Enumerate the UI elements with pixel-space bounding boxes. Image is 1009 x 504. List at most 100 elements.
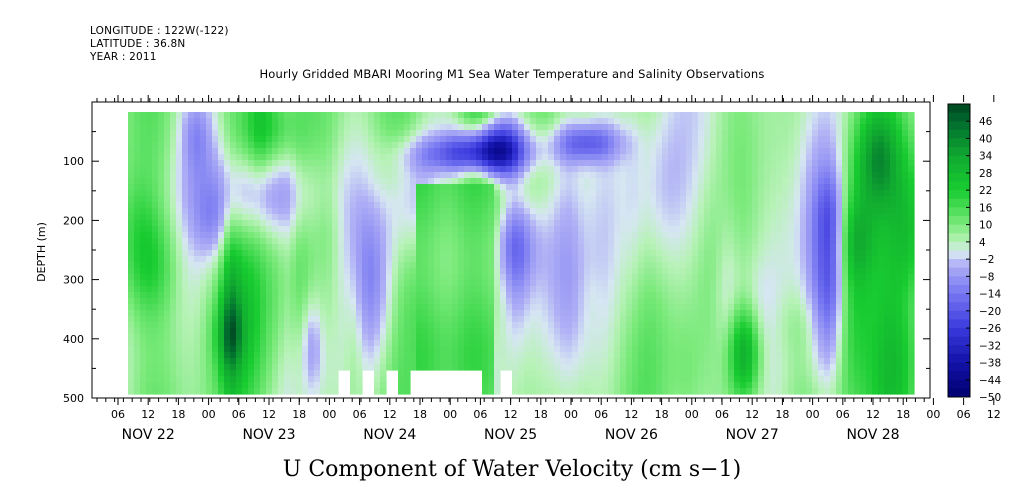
heatmap-cell xyxy=(578,190,585,197)
heatmap-cell xyxy=(182,124,189,131)
heatmap-cell xyxy=(524,238,531,245)
heatmap-cell xyxy=(440,238,447,245)
heatmap-cell xyxy=(194,274,201,281)
heatmap-cell xyxy=(236,160,243,167)
heatmap-cell xyxy=(284,154,291,161)
heatmap-cell xyxy=(194,190,201,197)
heatmap-cell xyxy=(866,322,873,329)
heatmap-cell xyxy=(290,178,297,185)
heatmap-cell xyxy=(314,322,321,329)
heatmap-cell xyxy=(848,130,855,137)
heatmap-cell xyxy=(416,292,423,299)
heatmap-cell xyxy=(524,178,531,185)
heatmap-cell xyxy=(668,226,675,233)
heatmap-cell xyxy=(752,124,759,131)
heatmap-cell xyxy=(392,292,399,299)
heatmap-cell xyxy=(806,220,813,227)
heatmap-cell xyxy=(542,250,549,257)
heatmap-cell xyxy=(452,304,459,311)
heatmap-cell xyxy=(314,274,321,281)
heatmap-cell xyxy=(200,274,207,281)
heatmap-cell xyxy=(788,268,795,275)
heatmap-cell xyxy=(302,214,309,221)
heatmap-cell xyxy=(596,160,603,167)
heatmap-cell xyxy=(302,256,309,263)
heatmap-cell xyxy=(668,310,675,317)
heatmap-cell xyxy=(638,310,645,317)
heatmap-cell xyxy=(746,172,753,179)
heatmap-cell xyxy=(512,316,519,323)
heatmap-cell xyxy=(818,184,825,191)
heatmap-cell xyxy=(476,124,483,131)
heatmap-cell xyxy=(470,130,477,137)
heatmap-cell xyxy=(740,226,747,233)
heatmap-cell xyxy=(380,256,387,263)
heatmap-cell xyxy=(686,226,693,233)
heatmap-cell xyxy=(680,196,687,203)
heatmap-cell xyxy=(398,208,405,215)
heatmap-cell xyxy=(128,190,135,197)
heatmap-cell xyxy=(350,298,357,305)
heatmap-cell xyxy=(440,328,447,335)
heatmap-cell xyxy=(386,322,393,329)
heatmap-cell xyxy=(338,322,345,329)
heatmap-cell xyxy=(884,124,891,131)
heatmap-cell xyxy=(686,238,693,245)
heatmap-cell xyxy=(218,304,225,311)
heatmap-cell xyxy=(608,244,615,251)
heatmap-cell xyxy=(152,328,159,335)
heatmap-cell xyxy=(392,226,399,233)
heatmap-cell xyxy=(836,208,843,215)
heatmap-cell xyxy=(458,154,465,161)
heatmap-cell xyxy=(326,196,333,203)
heatmap-cell xyxy=(542,298,549,305)
heatmap-cell xyxy=(458,316,465,323)
heatmap-cell xyxy=(440,220,447,227)
heatmap-cell xyxy=(908,220,915,227)
heatmap-cell xyxy=(632,238,639,245)
heatmap-cell xyxy=(578,268,585,275)
heatmap-cell xyxy=(692,202,699,209)
heatmap-cell xyxy=(800,202,807,209)
heatmap-cell xyxy=(710,154,717,161)
heatmap-cell xyxy=(416,214,423,221)
heatmap-cell xyxy=(392,130,399,137)
heatmap-cell xyxy=(566,334,573,341)
heatmap-cell xyxy=(464,334,471,341)
heatmap-cell xyxy=(692,124,699,131)
heatmap-cell xyxy=(500,154,507,161)
heatmap-cell xyxy=(326,292,333,299)
heatmap-cell xyxy=(698,274,705,281)
heatmap-cell xyxy=(260,328,267,335)
heatmap-cell xyxy=(326,262,333,269)
heatmap-cell xyxy=(626,184,633,191)
heatmap-cell xyxy=(632,148,639,155)
heatmap-cell xyxy=(560,316,567,323)
heatmap-cell xyxy=(350,250,357,257)
heatmap-cell xyxy=(314,196,321,203)
heatmap-cell xyxy=(722,298,729,305)
heatmap-cell xyxy=(644,328,651,335)
heatmap-cell xyxy=(206,328,213,335)
heatmap-cell xyxy=(776,304,783,311)
heatmap-cell xyxy=(782,178,789,185)
heatmap-cell xyxy=(278,232,285,239)
heatmap-cell xyxy=(530,232,537,239)
heatmap-cell xyxy=(536,208,543,215)
heatmap-cell xyxy=(302,136,309,143)
heatmap-cell xyxy=(704,154,711,161)
heatmap-cell xyxy=(308,214,315,221)
heatmap-cell xyxy=(698,334,705,341)
heatmap-cell xyxy=(146,148,153,155)
heatmap-cell xyxy=(824,136,831,143)
heatmap-cell xyxy=(608,268,615,275)
heatmap-cell xyxy=(434,262,441,269)
heatmap-cell xyxy=(902,238,909,245)
heatmap-cell xyxy=(818,262,825,269)
heatmap-cell xyxy=(440,274,447,281)
heatmap-cell xyxy=(134,178,141,185)
heatmap-cell xyxy=(578,214,585,221)
heatmap-cell xyxy=(734,310,741,317)
heatmap-cell xyxy=(488,172,495,179)
heatmap-cell xyxy=(254,244,261,251)
